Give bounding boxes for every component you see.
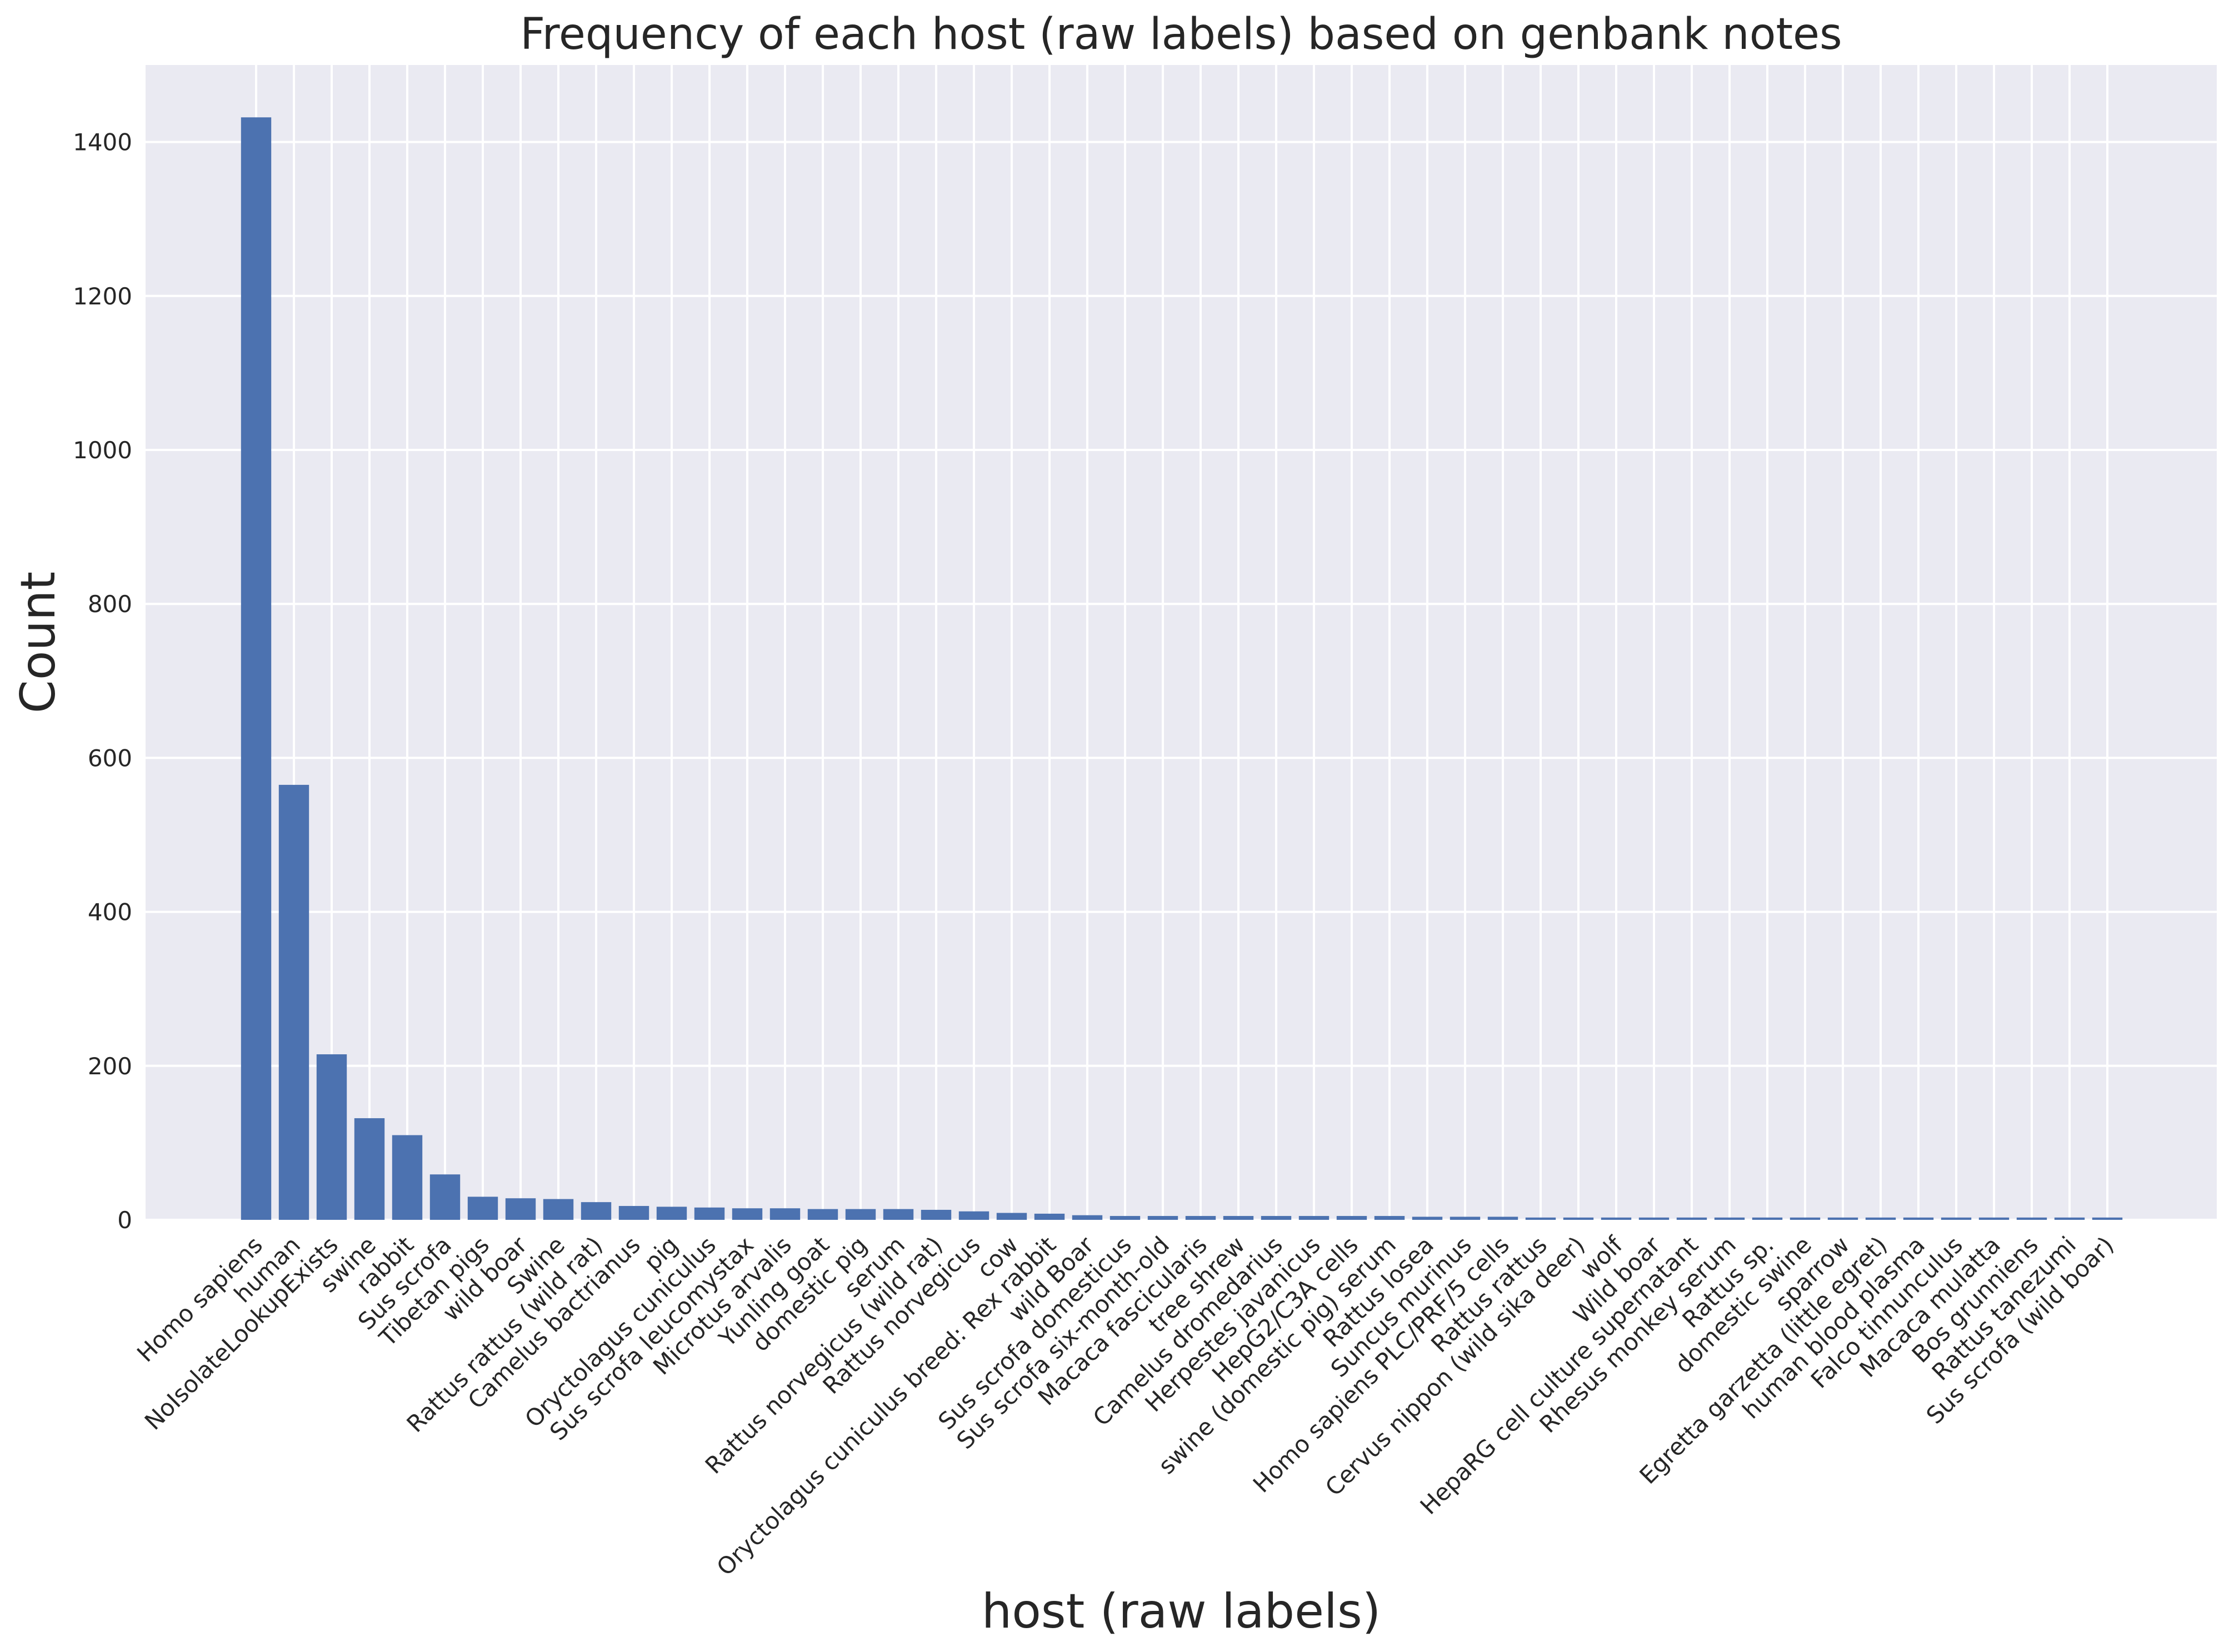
bar [1676,1217,1707,1220]
y-tick-label: 600 [88,744,132,772]
bar [1336,1216,1367,1220]
bar [732,1208,763,1220]
y-tick-label: 400 [88,899,132,926]
y-tick-label: 800 [88,590,132,618]
bar [1298,1216,1330,1220]
bar [921,1209,952,1220]
bar [845,1209,876,1220]
y-tick-label: 1200 [73,283,132,310]
bar [467,1197,498,1220]
bar [1827,1217,1858,1220]
bar [1185,1216,1216,1220]
bar [2092,1217,2123,1220]
bar [1563,1217,1594,1220]
bar [694,1207,725,1220]
bar [769,1208,801,1220]
bar [1714,1217,1745,1220]
bar [1261,1216,1292,1220]
bar [1147,1216,1178,1220]
y-axis-label: Count [11,572,66,713]
bar [996,1213,1027,1220]
bar [618,1206,649,1220]
bar [1903,1217,1934,1220]
grid-lines [146,65,2217,1221]
x-axis-label: host (raw labels) [982,1584,1381,1639]
bar [2054,1217,2085,1220]
bar [883,1209,914,1220]
bar [1374,1216,1405,1220]
bar [1978,1217,2010,1220]
plot-area [146,65,2217,1220]
bar [2016,1217,2047,1220]
bar [505,1198,536,1220]
bar [581,1202,612,1220]
chart-title: Frequency of each host (raw labels) base… [520,9,1842,59]
y-tick-label: 1400 [73,129,132,156]
bar [807,1209,838,1220]
y-tick-label: 200 [88,1053,132,1080]
x-tick-labels: Homo sapienshumanNoIsolateLookupExistssw… [132,1231,2119,1581]
bar [1072,1215,1103,1220]
bar [543,1199,574,1220]
bar [354,1118,385,1220]
bars [241,117,2123,1220]
bar [1601,1217,1632,1220]
bar [1638,1217,1670,1220]
bar [1752,1217,1783,1220]
bar [316,1054,347,1220]
bar [1109,1216,1141,1220]
bar [241,117,272,1220]
bar [1450,1217,1481,1220]
y-tick-label: 0 [117,1207,132,1234]
bar [392,1135,423,1220]
bar [1223,1216,1254,1220]
bar [1525,1217,1556,1220]
y-tick-labels: 0 200 400 600 800 1000 1200 1400 [73,129,132,1234]
bar [1865,1217,1896,1220]
bar [278,784,309,1220]
y-tick-label: 1000 [73,437,132,464]
bar [1412,1217,1443,1220]
bar [1941,1217,1972,1220]
bar [1487,1217,1518,1220]
bar [1790,1217,1821,1220]
bar [1034,1213,1065,1220]
bar [656,1207,687,1220]
bar [958,1211,989,1220]
bar [429,1174,461,1220]
